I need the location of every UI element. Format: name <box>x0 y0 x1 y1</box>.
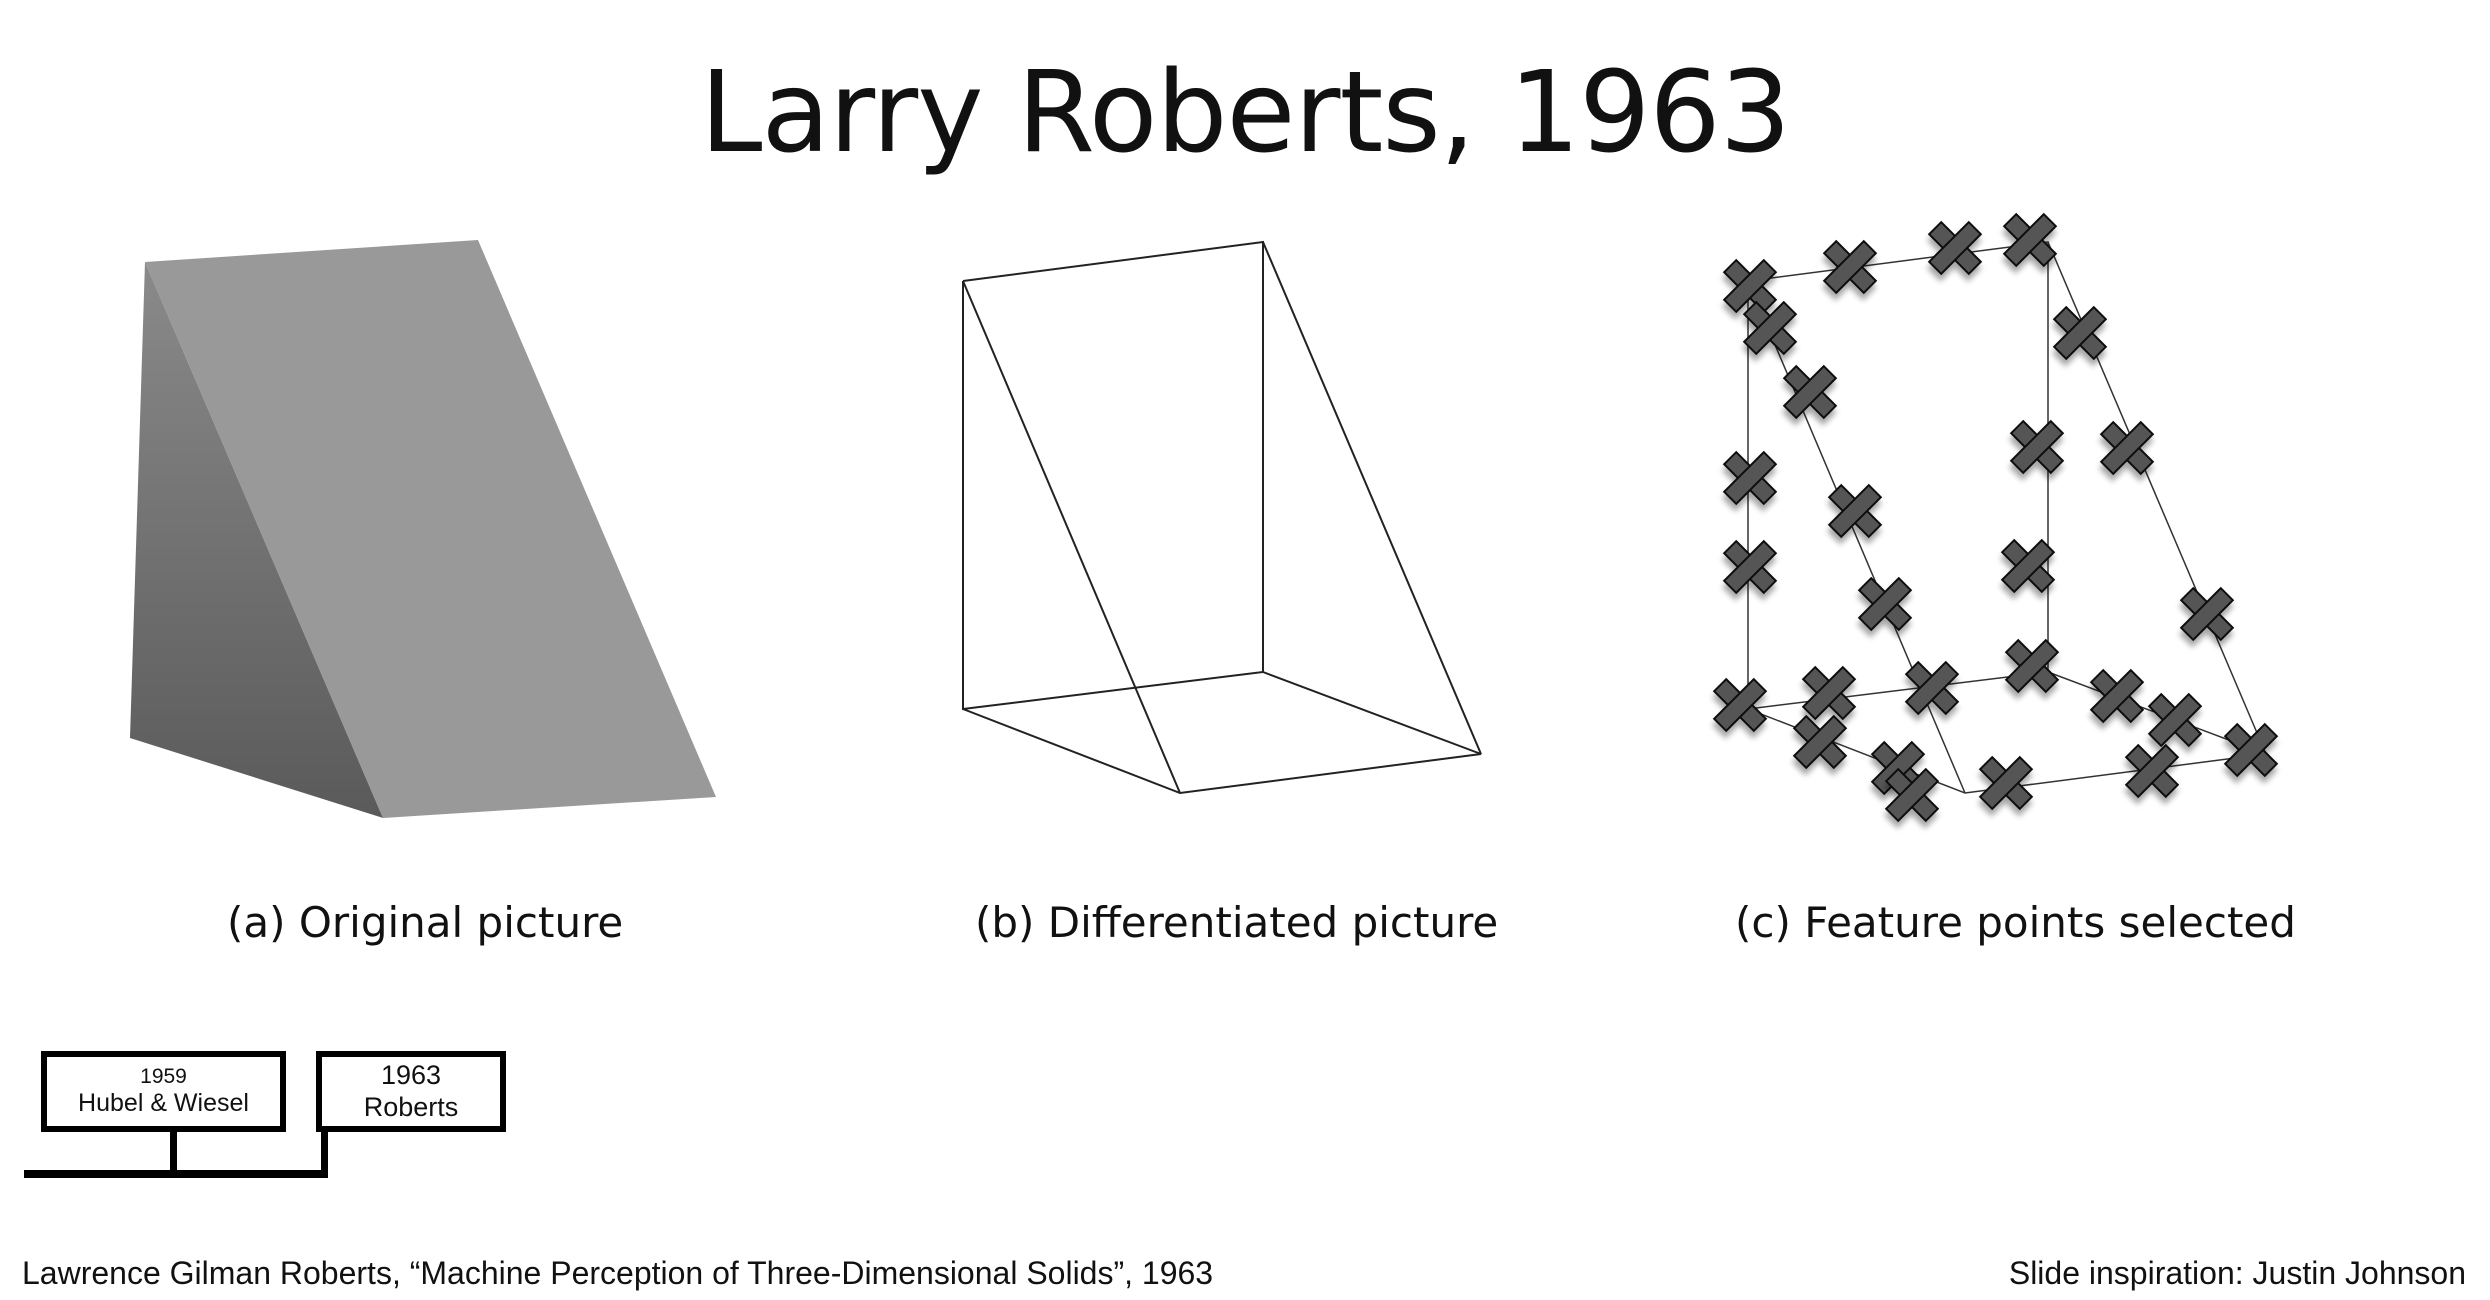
back-rectangle-edges <box>962 240 1264 711</box>
cross-marker-icon <box>1822 239 1878 295</box>
cross-marker-icon <box>2052 305 2108 361</box>
base-edges <box>962 671 1482 795</box>
cross-marker-icon <box>2223 722 2279 778</box>
timeline-name: Roberts <box>363 1091 459 1122</box>
timeline-axis <box>24 1170 328 1178</box>
caption-feature-points: (c) Feature points selected <box>1735 898 2296 947</box>
timeline-box-hubel-wiesel: 1959 Hubel & Wiesel <box>41 1051 286 1132</box>
cross-marker-icon <box>2124 743 2180 799</box>
cross-marker-icon <box>1722 258 1778 314</box>
timeline-tick-1963 <box>321 1132 328 1174</box>
timeline-tick-1959 <box>170 1132 177 1174</box>
caption-original-picture: (a) Original picture <box>227 898 624 947</box>
timeline-name: Hubel & Wiesel <box>78 1089 249 1118</box>
cross-marker-icon <box>1722 450 1778 506</box>
cross-marker-icon <box>1792 714 1848 770</box>
slide-title: Larry Roberts, 1963 <box>700 48 1791 178</box>
wedge-slope-face <box>145 240 716 818</box>
cross-marker-icon <box>1722 539 1778 595</box>
cross-marker-icon <box>2147 692 2203 748</box>
cross-marker-icon <box>2009 419 2065 475</box>
front-slope-edge-right <box>1262 241 1482 755</box>
slide-credit: Slide inspiration: Justin Johnson <box>2008 1255 2466 1291</box>
wedge-front-face <box>130 262 383 818</box>
feature-points-selected <box>1712 212 2279 823</box>
feature-markers <box>1712 212 2279 823</box>
cross-marker-icon <box>1782 364 1838 420</box>
cross-marker-icon <box>1978 755 2034 811</box>
differentiated-picture <box>962 240 1482 795</box>
timeline-year: 1963 <box>380 1060 442 1091</box>
cross-marker-icon <box>1742 300 1798 356</box>
timeline-box-roberts: 1963 Roberts <box>316 1051 506 1132</box>
front-slope-edge-left <box>962 280 1181 794</box>
cross-marker-icon <box>1712 677 1768 733</box>
cross-marker-icon <box>2089 668 2145 724</box>
cross-marker-icon <box>2004 638 2060 694</box>
cross-marker-icon <box>1827 483 1883 539</box>
cross-marker-icon <box>2099 420 2155 476</box>
timeline-year: 1959 <box>140 1065 187 1089</box>
caption-differentiated-picture: (b) Differentiated picture <box>975 898 1499 947</box>
cross-marker-icon <box>1904 660 1960 716</box>
cross-marker-icon <box>1927 220 1983 276</box>
citation: Lawrence Gilman Roberts, “Machine Percep… <box>22 1255 1214 1291</box>
cross-marker-icon <box>1801 665 1857 721</box>
original-picture <box>130 240 716 818</box>
cross-marker-icon <box>1884 767 1940 823</box>
cross-marker-icon <box>2179 586 2235 642</box>
cross-marker-icon <box>1857 576 1913 632</box>
cross-marker-icon <box>2000 538 2056 594</box>
cross-marker-icon <box>2002 212 2058 268</box>
